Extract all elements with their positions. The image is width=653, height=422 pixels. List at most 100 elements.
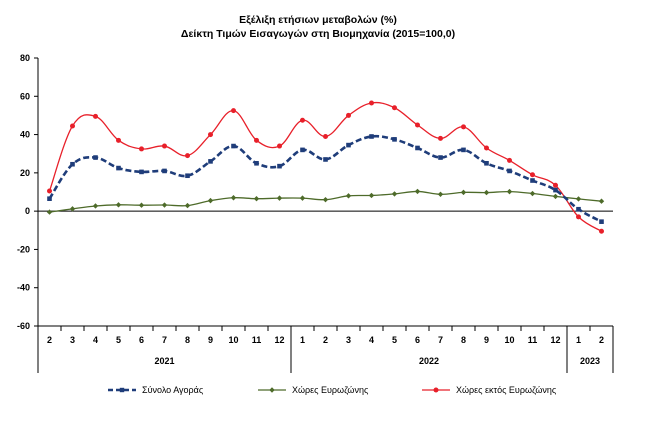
data-point — [461, 124, 466, 130]
data-point — [529, 190, 536, 197]
data-point — [530, 178, 535, 183]
x-tick-label: 2 — [323, 335, 328, 345]
x-tick-label: 10 — [504, 335, 514, 345]
data-point — [484, 160, 489, 166]
year-label: 2022 — [419, 356, 439, 366]
data-point — [392, 105, 397, 111]
data-point — [47, 196, 52, 201]
data-point — [438, 155, 443, 160]
data-point — [461, 147, 466, 153]
data-point — [437, 191, 444, 197]
data-point — [69, 206, 76, 212]
data-point — [230, 195, 237, 201]
data-point — [323, 133, 328, 139]
data-point — [322, 196, 329, 203]
x-tick-label: 8 — [185, 335, 190, 345]
data-point — [207, 197, 214, 204]
x-tick-label: 1 — [300, 335, 305, 345]
data-point — [185, 173, 190, 179]
data-point — [139, 146, 144, 152]
y-tick-label: 20 — [20, 168, 30, 178]
data-point — [575, 196, 582, 202]
year-label: 2021 — [154, 356, 174, 366]
legend-marker — [269, 387, 275, 393]
data-point — [299, 195, 306, 201]
data-point — [184, 202, 191, 209]
y-tick-label: 80 — [20, 53, 30, 63]
data-point — [530, 172, 535, 178]
data-point — [415, 122, 420, 128]
x-tick-label: 12 — [274, 335, 284, 345]
legend-marker — [119, 387, 125, 393]
data-point — [70, 123, 75, 129]
data-point — [391, 191, 398, 197]
data-point — [323, 157, 328, 162]
data-point — [93, 113, 98, 119]
data-point — [46, 209, 53, 215]
legend-label: Σύνολο Αγοράς — [142, 385, 204, 395]
y-tick-label: 60 — [20, 91, 30, 101]
data-point — [553, 187, 558, 193]
data-point — [185, 153, 190, 159]
data-point — [599, 219, 604, 224]
year-label: 2023 — [580, 356, 600, 366]
x-tick-label: 11 — [528, 335, 538, 345]
legend-label: Χώρες εκτός Ευρωζώνης — [456, 385, 557, 395]
data-point — [300, 147, 305, 153]
x-tick-label: 9 — [484, 335, 489, 345]
data-point — [483, 189, 490, 196]
data-point — [254, 137, 259, 143]
x-tick-label: 4 — [93, 335, 98, 345]
data-point — [92, 203, 99, 209]
chart-subtitle: Δείκτη Τιμών Εισαγωγών στη Βιομηχανία (2… — [181, 28, 455, 40]
x-tick-label: 11 — [252, 335, 262, 345]
data-point — [115, 202, 122, 208]
data-point — [300, 117, 305, 123]
data-point — [506, 188, 513, 195]
legend-label: Χώρες Ευρωζώνης — [292, 385, 369, 395]
x-tick-label: 12 — [550, 335, 560, 345]
legend-marker — [433, 387, 439, 393]
data-point — [162, 168, 167, 174]
data-point — [346, 112, 351, 118]
data-point — [93, 155, 98, 160]
data-point — [277, 143, 282, 149]
data-point — [231, 143, 236, 149]
data-point — [415, 145, 420, 151]
data-point — [162, 143, 167, 149]
y-tick-label: 0 — [25, 206, 30, 216]
y-tick-label: 40 — [20, 130, 30, 140]
legend-item: Σύνολο Αγοράς — [108, 385, 204, 395]
series-non-eurozone — [47, 100, 604, 234]
x-tick-label: 6 — [415, 335, 420, 345]
y-tick-label: -40 — [17, 283, 30, 293]
x-tick-label: 5 — [116, 335, 121, 345]
data-point — [414, 188, 421, 195]
data-point — [460, 189, 467, 196]
data-point — [346, 142, 351, 148]
data-point — [507, 168, 512, 174]
data-point — [368, 192, 375, 199]
series-eurozone — [46, 188, 605, 215]
data-point — [277, 163, 282, 169]
x-tick-label: 9 — [208, 335, 213, 345]
x-tick-label: 4 — [369, 335, 374, 345]
data-point — [231, 108, 236, 114]
x-tick-label: 8 — [461, 335, 466, 345]
data-point — [553, 182, 558, 188]
x-tick-label: 7 — [438, 335, 443, 345]
data-point — [276, 195, 283, 201]
data-point — [116, 165, 121, 171]
data-point — [599, 228, 604, 234]
data-point — [369, 134, 374, 139]
data-point — [438, 135, 443, 141]
x-tick-label: 1 — [576, 335, 581, 345]
data-point — [116, 137, 121, 143]
series-total — [47, 134, 604, 224]
x-tick-label: 10 — [228, 335, 238, 345]
data-point — [369, 100, 374, 106]
data-point — [552, 193, 559, 200]
legend-item: Χώρες εκτός Ευρωζώνης — [422, 385, 557, 395]
data-point — [598, 198, 605, 204]
